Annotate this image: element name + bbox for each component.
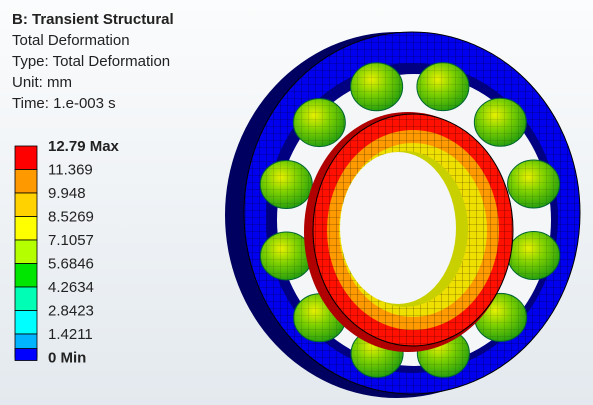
- legend-label: 2.8423: [48, 302, 94, 319]
- model: [225, 31, 581, 398]
- legend-swatch: [14, 348, 38, 361]
- ball-mesh: [416, 62, 469, 111]
- legend-label: 11.369: [48, 161, 93, 178]
- legend-swatch: [14, 192, 38, 217]
- ball-mesh: [507, 160, 560, 209]
- legend-label: 0 Min: [48, 349, 86, 366]
- legend-swatch: [14, 169, 38, 194]
- legend-swatch: [14, 310, 38, 335]
- bore: [340, 152, 456, 304]
- header-line: Type: Total Deformation: [12, 53, 170, 70]
- legend-label: 1.4211: [48, 326, 93, 343]
- legend-swatch: [14, 286, 38, 311]
- ball-mesh: [260, 231, 313, 280]
- legend: 12.79 Max 11.369 9.948 8.5269 7.1057 5.6846 4.…: [14, 138, 120, 366]
- legend-label: 9.948: [48, 185, 86, 202]
- legend-swatch: [14, 263, 38, 288]
- legend-label: 4.2634: [48, 279, 94, 296]
- legend-swatch: [14, 239, 38, 264]
- ball-mesh: [293, 98, 346, 147]
- header-line: Unit: mm: [12, 74, 72, 91]
- legend-label: 12.79 Max: [48, 138, 120, 155]
- header-lines: Total Deformation Type: Total Deformation…: [12, 32, 170, 112]
- legend-label: 8.5269: [48, 208, 94, 225]
- ball-mesh: [474, 98, 527, 147]
- balls: [259, 62, 561, 378]
- ball-mesh: [260, 160, 313, 209]
- legend-swatch: [14, 216, 38, 241]
- ball-mesh: [350, 62, 403, 111]
- legend-label: 5.6846: [48, 255, 94, 272]
- legend-label: 7.1057: [48, 232, 94, 249]
- ball-mesh: [507, 231, 560, 280]
- title: B: Transient Structural: [12, 11, 174, 28]
- header-line: Total Deformation: [12, 32, 130, 49]
- legend-swatch: [14, 145, 38, 170]
- header-line: Time: 1.e-003 s: [12, 95, 116, 112]
